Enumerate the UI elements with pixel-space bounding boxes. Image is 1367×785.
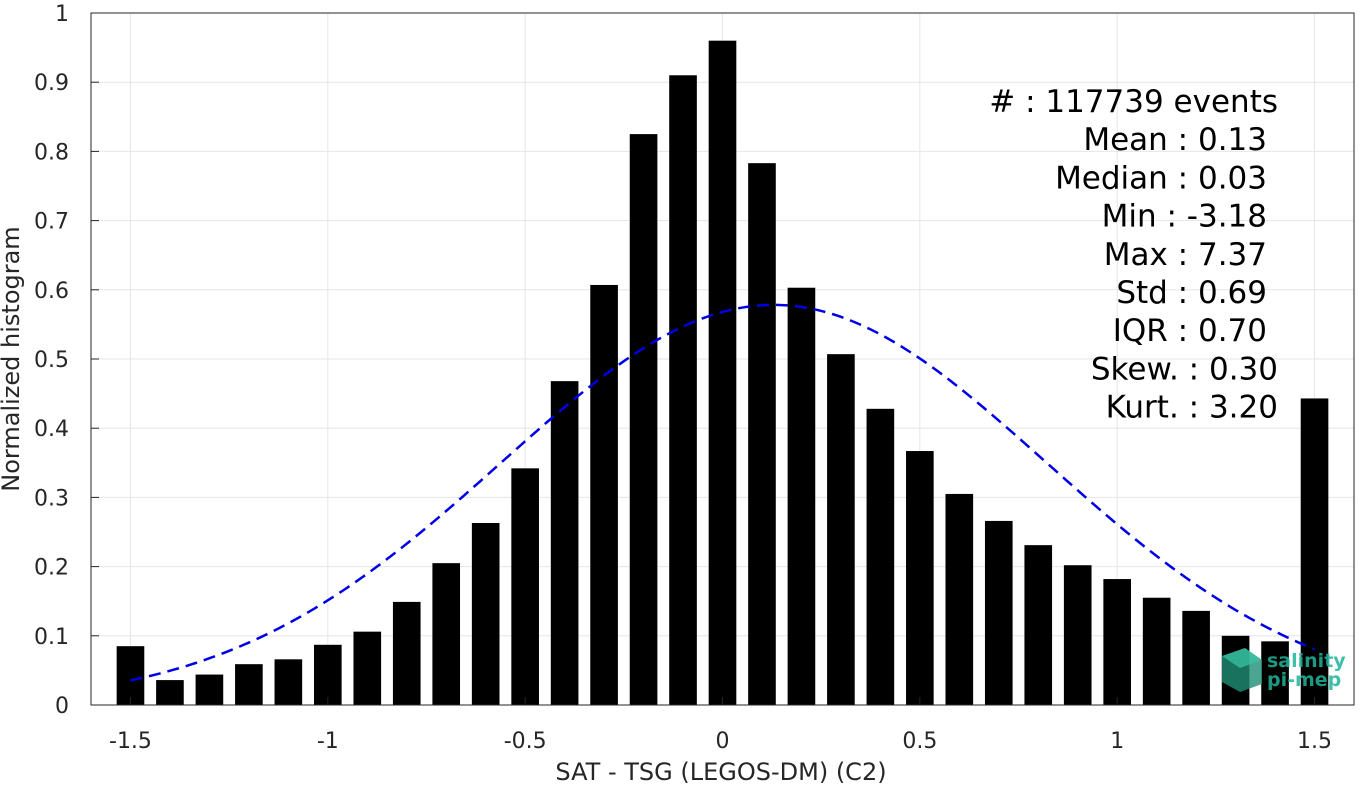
x-axis-ticks: -1.5 -1 -0.5 0 0.5 1 1.5	[109, 697, 1332, 754]
histogram-bar	[590, 284, 618, 705]
histogram-bar	[906, 451, 934, 705]
histogram-bar	[1103, 579, 1132, 705]
histogram-bar	[1024, 545, 1053, 705]
stat-line: IQR : 0.70	[1113, 313, 1267, 349]
histogram-bar	[392, 601, 421, 705]
histogram-bar	[629, 134, 658, 706]
histogram-bar	[787, 287, 816, 705]
y-tick-label: 0.4	[34, 417, 69, 442]
histogram-bar	[827, 354, 855, 705]
y-tick-label: 0.3	[34, 486, 69, 511]
salinity-pi-mep-logo: salinity pi-mep	[1222, 648, 1346, 692]
stat-line: Std : 0.69	[1116, 275, 1267, 311]
histogram-bar	[708, 40, 737, 706]
stat-line: Min : -3.18	[1102, 199, 1267, 235]
histogram-bar	[1142, 597, 1171, 705]
histogram-bar	[748, 163, 776, 705]
y-tick-label: 0.7	[34, 210, 69, 235]
y-tick-label: 0.5	[34, 348, 69, 373]
histogram-bar	[1182, 610, 1210, 705]
stat-line: Max : 7.37	[1104, 237, 1267, 273]
histogram-bar	[432, 563, 461, 705]
histogram-bar	[1063, 565, 1092, 705]
y-tick-label: 1	[55, 2, 69, 27]
x-tick-label: -0.5	[504, 729, 547, 754]
x-tick-label: -1.5	[109, 729, 152, 754]
y-axis-ticks: 0 0.1 0.2 0.3 0.4 0.5 0.6 0.7 0.8 0.9 1	[34, 2, 99, 719]
histogram-bar	[471, 523, 500, 705]
x-tick-label: 1	[1110, 729, 1124, 754]
histogram-bar	[116, 646, 145, 705]
y-tick-label: 0.2	[34, 556, 69, 581]
logo-line-2: pi-mep	[1267, 669, 1341, 691]
y-tick-label: 0	[55, 694, 69, 719]
logo-cube-face-icon	[1222, 648, 1262, 668]
y-tick-label: 0.8	[34, 140, 69, 165]
logo-line-1: salinity	[1267, 650, 1346, 672]
stat-line: Mean : 0.13	[1083, 122, 1267, 158]
x-tick-label: 0	[716, 729, 730, 754]
histogram-bar	[235, 664, 263, 705]
histogram-bar	[984, 520, 1013, 705]
histogram-bar	[945, 493, 974, 705]
histogram-bar	[274, 659, 303, 705]
stat-line: Skew. : 0.30	[1091, 351, 1278, 387]
stat-line: # : 117739 events	[989, 84, 1278, 120]
x-tick-label: 0.5	[902, 729, 937, 754]
stat-line: Kurt. : 3.20	[1106, 390, 1278, 426]
histogram-bar	[1300, 398, 1329, 705]
histogram-bar	[1261, 641, 1289, 705]
bars	[116, 40, 1329, 706]
histogram-bar	[550, 381, 579, 705]
histogram-bar	[195, 674, 224, 705]
gaussian-fit-curve	[130, 303, 1316, 682]
y-tick-label: 0.9	[34, 71, 69, 96]
histogram-bar	[313, 644, 342, 705]
stat-line: Median : 0.03	[1055, 160, 1267, 196]
x-tick-label: 1.5	[1297, 729, 1332, 754]
histogram-bar	[353, 631, 382, 705]
x-axis-label: SAT - TSG (LEGOS-DM) (C2)	[555, 758, 886, 785]
histogram-bar	[866, 408, 895, 705]
y-axis-label: Normalized histogram	[0, 226, 25, 491]
histogram-bar	[511, 468, 539, 705]
y-tick-label: 0.1	[34, 625, 69, 650]
y-tick-label: 0.6	[34, 279, 69, 304]
histogram-bar	[669, 75, 697, 705]
histogram-bar	[156, 680, 184, 705]
x-tick-label: -1	[317, 729, 339, 754]
